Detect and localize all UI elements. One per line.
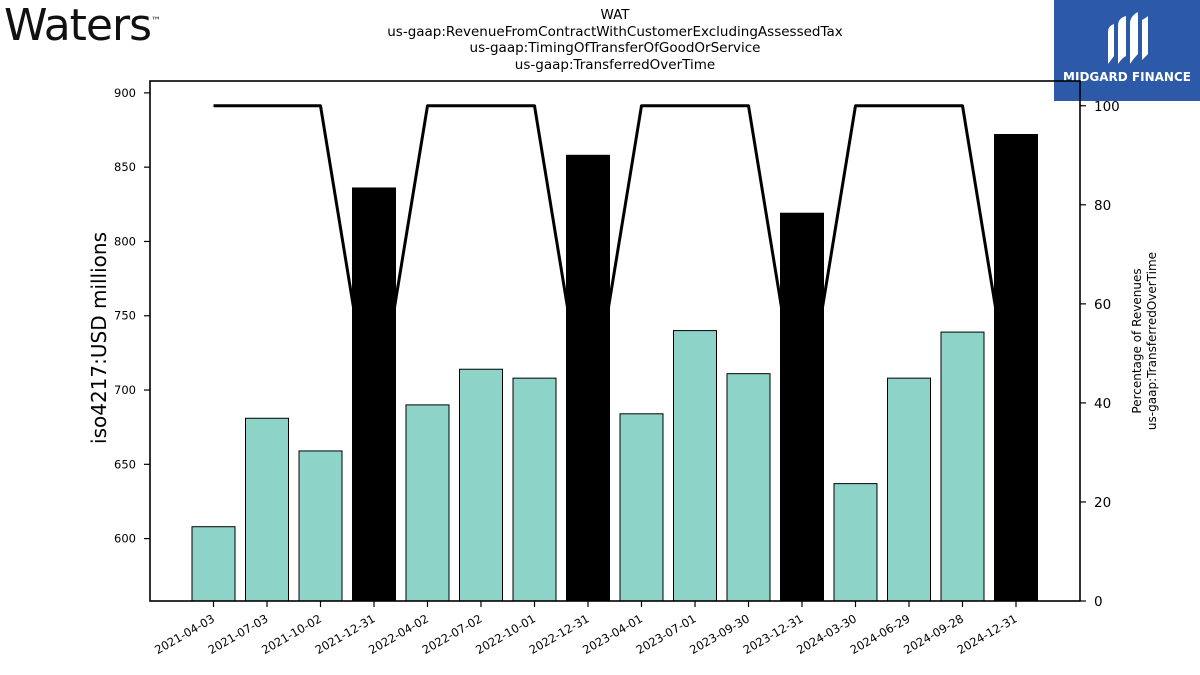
x-tick-label: 2023-12-31 [741, 611, 806, 657]
y-axis-label-right-line1: Percentage of Revenues [1130, 268, 1144, 413]
midgard-finance-logo: MIDGARD FINANCE [1054, 0, 1200, 101]
bar-quarter [512, 377, 557, 602]
bar-year-end [352, 187, 396, 602]
transferred-over-time-line [213, 104, 1018, 435]
x-tick-label: 2023-07-01 [634, 611, 699, 657]
y-tick-label-right: 100 [1094, 99, 1120, 115]
x-tick-label: 2024-06-29 [848, 611, 913, 657]
y-tick-label-right: 60 [1094, 297, 1111, 313]
bar-quarter [405, 404, 450, 602]
line-layer [213, 104, 1018, 435]
x-tick-label: 2023-09-30 [687, 611, 752, 657]
bar-year-end [566, 154, 610, 602]
y-axis-label-right-line2: us-gaap:TransferredOverTime [1145, 252, 1159, 430]
x-tick-label: 2021-04-03 [152, 611, 217, 657]
x-tick-label: 2021-12-31 [313, 611, 378, 657]
bar-quarter [833, 483, 878, 602]
waters-logo-text: Waters [4, 0, 152, 51]
plot-frame [149, 80, 1081, 602]
bar-quarter [298, 450, 343, 602]
y-tick-label-right: 0 [1094, 594, 1103, 610]
bar-quarter [940, 331, 985, 602]
bar-quarter [619, 413, 664, 602]
bar-year-end [994, 133, 1038, 602]
bars-layer [191, 133, 1038, 602]
x-tick-label: 2022-12-31 [527, 611, 592, 657]
x-tick-label: 2023-04-01 [580, 611, 645, 657]
title-line-member: us-gaap:TransferredOverTime [514, 56, 716, 73]
y-axis-label-left: iso4217:USD millions [87, 232, 111, 444]
bar-quarter [887, 377, 931, 602]
bar-quarter [726, 373, 771, 602]
y-tick-label-left: 850 [114, 160, 136, 174]
y-tick-label-left: 750 [114, 309, 136, 323]
chart-title: WAT us-gaap:RevenueFromContractWithCusto… [300, 7, 930, 73]
y-tick-label-left: 800 [114, 234, 136, 248]
x-tick-label: 2022-07-02 [420, 611, 485, 657]
y-tick-label-left: 900 [114, 86, 136, 100]
x-tick-label: 2022-10-01 [473, 611, 538, 657]
x-tick-label: 2021-07-03 [206, 611, 271, 657]
x-tick-label: 2022-04-02 [366, 611, 431, 657]
bar-quarter [459, 368, 503, 602]
title-line-axis: us-gaap:TimingOfTransferOfGoodOrService [469, 40, 761, 56]
midgard-logo-icon [1108, 12, 1148, 64]
title-line-ticker: WAT [600, 7, 630, 23]
waters-logo: Waters™ [4, 0, 161, 51]
bar-year-end [780, 212, 824, 602]
x-tick-label: 2024-12-31 [955, 611, 1020, 657]
bar-quarter [245, 417, 289, 602]
y-tick-label-right: 80 [1094, 198, 1111, 214]
bar-quarter [191, 526, 236, 602]
x-tick-label: 2021-10-02 [259, 611, 324, 657]
x-tick-label: 2024-09-28 [901, 611, 966, 657]
y-tick-label-left: 700 [114, 383, 136, 397]
bar-quarter [673, 330, 717, 602]
y-tick-label-left: 600 [114, 532, 136, 546]
trademark-mark: ™ [151, 16, 161, 27]
y-tick-label-left: 650 [114, 457, 136, 471]
title-line-concept: us-gaap:RevenueFromContractWithCustomerE… [387, 23, 843, 40]
midgard-logo-text: MIDGARD FINANCE [1063, 70, 1191, 84]
y-tick-label-right: 20 [1094, 495, 1111, 511]
x-tick-label: 2024-03-30 [794, 611, 859, 657]
y-tick-label-right: 40 [1094, 396, 1111, 412]
